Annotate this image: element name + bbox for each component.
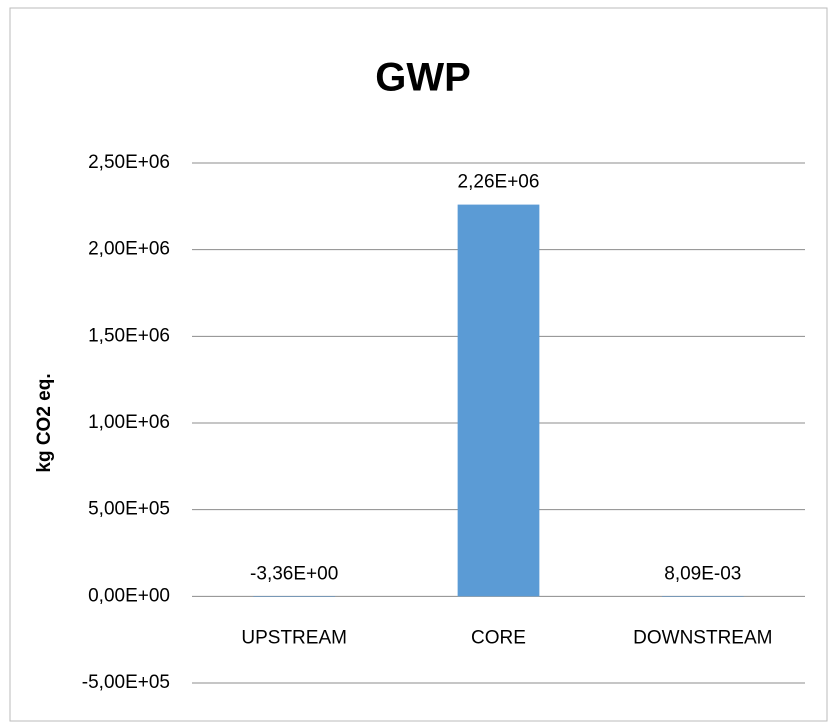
y-tick-label: 1,00E+06: [88, 412, 170, 433]
y-tick-label: 5,00E+05: [88, 499, 170, 520]
bar: [253, 596, 336, 597]
y-tick-label: 0,00E+00: [88, 585, 170, 606]
bar: [661, 596, 744, 597]
chart-frame: [9, 7, 828, 722]
y-tick-label: 2,00E+06: [88, 239, 170, 260]
y-tick-label: 1,50E+06: [88, 325, 170, 346]
data-label: 2,26E+06: [458, 172, 540, 193]
chart-title: GWP: [375, 56, 471, 100]
data-label: -3,36E+00: [250, 563, 338, 584]
x-tick-label: UPSTREAM: [241, 627, 347, 648]
data-label: 8,09E-03: [664, 563, 741, 584]
x-tick-label: CORE: [471, 627, 526, 648]
x-tick-label: DOWNSTREAM: [633, 627, 772, 648]
y-tick-label: -5,00E+05: [82, 672, 170, 693]
y-axis-label: kg CO2 eq.: [34, 373, 55, 472]
bar: [457, 204, 540, 597]
y-tick-label: 2,50E+06: [88, 152, 170, 173]
